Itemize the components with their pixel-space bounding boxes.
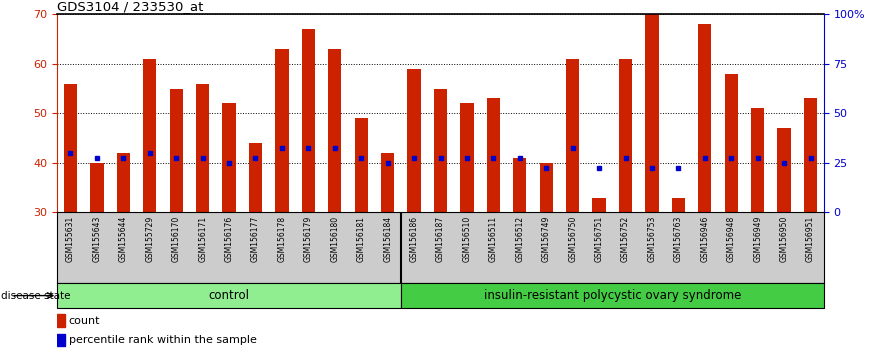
Text: GDS3104 / 233530_at: GDS3104 / 233530_at (57, 0, 204, 13)
Bar (169, 88, 183, 212)
Bar (57, 334, 65, 346)
Bar (407, 69, 421, 212)
Text: GSM155631: GSM155631 (66, 216, 75, 262)
Bar (275, 49, 288, 212)
Text: GSM156176: GSM156176 (225, 216, 233, 262)
Bar (672, 198, 685, 212)
Bar (486, 98, 500, 212)
Bar (63, 84, 78, 212)
FancyBboxPatch shape (401, 283, 824, 308)
Bar (222, 103, 235, 212)
Text: GSM156510: GSM156510 (463, 216, 471, 262)
Text: GSM155729: GSM155729 (145, 216, 154, 262)
Bar (645, 0, 658, 212)
Bar (354, 118, 368, 212)
Bar (381, 153, 395, 212)
Text: GSM156749: GSM156749 (542, 216, 551, 262)
Text: GSM156949: GSM156949 (753, 216, 762, 262)
Text: GSM156751: GSM156751 (595, 216, 603, 262)
Bar (592, 198, 606, 212)
Text: GSM155644: GSM155644 (119, 216, 128, 262)
Text: GSM156171: GSM156171 (198, 216, 207, 262)
Bar (618, 59, 633, 212)
Bar (144, 59, 157, 212)
Bar (566, 59, 580, 212)
Text: disease state: disease state (1, 291, 70, 301)
Text: GSM156177: GSM156177 (251, 216, 260, 262)
Text: GSM156184: GSM156184 (383, 216, 392, 262)
Text: GSM156511: GSM156511 (489, 216, 498, 262)
Text: GSM156512: GSM156512 (515, 216, 524, 262)
Bar (248, 143, 262, 212)
Bar (301, 29, 315, 212)
Text: GSM156752: GSM156752 (621, 216, 630, 262)
Text: GSM156178: GSM156178 (278, 216, 286, 262)
Text: control: control (209, 289, 249, 302)
Bar (513, 158, 527, 212)
Bar (539, 163, 553, 212)
Text: GSM156753: GSM156753 (648, 216, 656, 262)
Text: insulin-resistant polycystic ovary syndrome: insulin-resistant polycystic ovary syndr… (484, 289, 741, 302)
Text: GSM156948: GSM156948 (727, 216, 736, 262)
Bar (196, 84, 210, 212)
Text: GSM156946: GSM156946 (700, 216, 709, 262)
Bar (91, 163, 104, 212)
Bar (724, 74, 738, 212)
Text: GSM156951: GSM156951 (806, 216, 815, 262)
Text: GSM156179: GSM156179 (304, 216, 313, 262)
Text: count: count (69, 316, 100, 326)
Bar (698, 24, 712, 212)
Text: GSM156181: GSM156181 (357, 216, 366, 262)
Text: GSM156180: GSM156180 (330, 216, 339, 262)
Text: GSM156763: GSM156763 (674, 216, 683, 262)
FancyBboxPatch shape (57, 283, 401, 308)
Bar (751, 108, 765, 212)
Bar (777, 128, 791, 212)
Bar (460, 103, 474, 212)
Bar (803, 98, 818, 212)
Text: percentile rank within the sample: percentile rank within the sample (69, 335, 256, 345)
Bar (328, 49, 341, 212)
Text: GSM156186: GSM156186 (410, 216, 418, 262)
Bar (434, 88, 447, 212)
Bar (116, 153, 130, 212)
Text: GSM155643: GSM155643 (93, 216, 101, 262)
Text: GSM156170: GSM156170 (172, 216, 181, 262)
Bar (57, 314, 65, 327)
Text: GSM156750: GSM156750 (568, 216, 577, 262)
Text: GSM156187: GSM156187 (436, 216, 445, 262)
Text: GSM156950: GSM156950 (780, 216, 788, 262)
